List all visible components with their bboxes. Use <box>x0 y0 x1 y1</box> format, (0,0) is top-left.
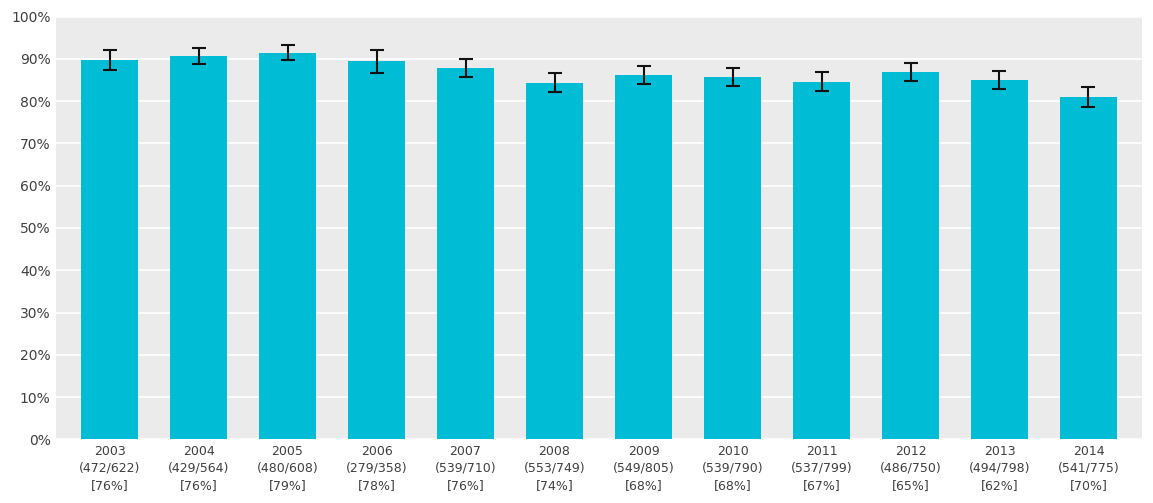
Bar <box>615 75 672 439</box>
Bar <box>1060 97 1117 439</box>
Bar <box>526 82 583 439</box>
Bar <box>81 60 138 439</box>
Bar <box>169 56 227 439</box>
Bar <box>258 53 316 439</box>
Bar <box>792 82 851 439</box>
Bar <box>971 80 1028 439</box>
Bar <box>703 76 761 439</box>
Bar <box>882 72 940 439</box>
Bar <box>347 61 406 439</box>
Bar <box>437 68 495 439</box>
